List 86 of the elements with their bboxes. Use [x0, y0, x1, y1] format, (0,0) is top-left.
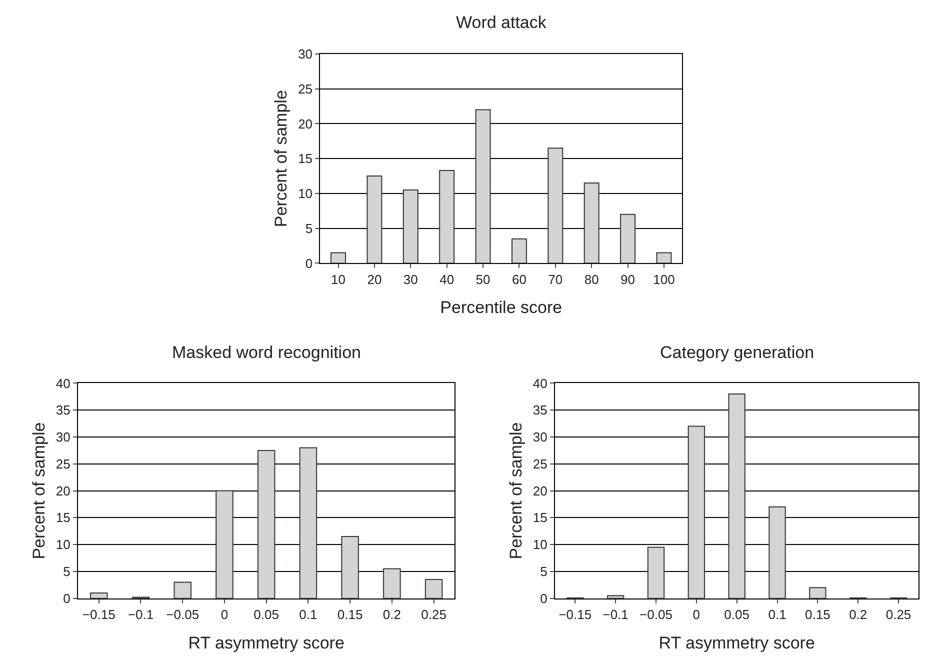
y-tick-label: 20	[532, 483, 548, 498]
x-tick-label: 20	[367, 272, 382, 287]
x-axis-title: Percentile score	[440, 298, 562, 318]
bar	[424, 579, 443, 598]
x-tick-label: 50	[476, 272, 490, 287]
bar	[366, 176, 382, 264]
x-axis-title: RT asymmetry score	[658, 633, 815, 652]
x-tick-label: 0.05	[724, 606, 750, 622]
bar	[511, 238, 527, 264]
bar	[216, 490, 234, 598]
x-tick-label: 0.2	[849, 606, 868, 622]
y-axis-title: Percent of sample	[29, 422, 48, 560]
y-tick-label: 30	[298, 46, 313, 62]
bar	[299, 447, 318, 598]
bar	[439, 170, 455, 264]
y-tick-label: 10	[532, 537, 548, 552]
x-tick-label: 40	[440, 272, 454, 287]
x-tick-label: −0.1	[602, 606, 628, 622]
y-tick-label: 5	[63, 564, 70, 580]
y-tick-label: 10	[56, 537, 70, 552]
x-tick-label: −0.05	[166, 606, 200, 622]
x-tick-label: 0.2	[382, 606, 401, 622]
y-tick-label: 15	[532, 510, 548, 526]
y-tick-label: 5	[305, 220, 313, 236]
x-tick-label: 0.1	[768, 606, 786, 622]
y-tick-label: 35	[532, 402, 548, 418]
y-tick-label: 25	[298, 81, 313, 96]
y-tick-label: 20	[298, 116, 313, 132]
y-tick-label: 20	[56, 483, 70, 498]
bar	[647, 546, 665, 598]
bar	[768, 506, 786, 598]
x-tick-label: −0.15	[82, 606, 116, 622]
y-tick-label: 15	[298, 151, 313, 166]
x-tick-label: 0.25	[886, 606, 912, 622]
y-tick-label: 25	[56, 456, 70, 472]
y-tick-label: 10	[298, 186, 313, 202]
y-tick-label: 30	[56, 430, 70, 445]
y-tick-label: 0	[63, 590, 70, 606]
bar	[257, 450, 276, 598]
x-tick-label: −0.05	[640, 606, 672, 622]
bar	[728, 393, 746, 598]
bar	[341, 536, 359, 598]
x-tick-label: 0.15	[337, 606, 363, 622]
x-axis-title: RT asymmetry score	[188, 633, 344, 652]
x-tick-label: 0.1	[299, 606, 318, 622]
y-tick-label: 15	[56, 510, 70, 526]
bar	[90, 592, 108, 598]
x-tick-label: 100	[653, 272, 675, 287]
y-tick-label: 40	[532, 376, 548, 391]
x-tick-label: 0.25	[421, 606, 446, 622]
x-tick-label: 80	[584, 272, 599, 287]
x-tick-label: −0.15	[558, 606, 592, 622]
bar	[475, 109, 491, 264]
chart-title: Category generation	[660, 343, 814, 362]
bar	[656, 252, 672, 264]
chart-title: Word attack	[456, 13, 547, 32]
x-tick-label: 60	[512, 272, 526, 287]
bar	[383, 568, 401, 598]
bar	[584, 182, 600, 264]
y-tick-label: 25	[532, 456, 548, 472]
y-tick-label: 0	[305, 256, 313, 271]
x-tick-label: 0	[692, 606, 700, 622]
bar	[548, 148, 564, 264]
x-tick-label: −0.1	[128, 606, 154, 622]
bar	[809, 587, 826, 598]
y-tick-label: 35	[56, 402, 70, 418]
y-axis-title: Percent of sample	[272, 90, 291, 228]
x-tick-label: 10	[331, 272, 346, 287]
x-tick-label: 90	[620, 272, 636, 287]
bar	[330, 252, 346, 264]
y-axis-title: Percent of sample	[506, 422, 526, 560]
x-tick-label: 0	[220, 606, 228, 622]
bar	[402, 189, 418, 264]
y-tick-label: 30	[532, 430, 548, 445]
bar	[688, 426, 705, 598]
x-tick-label: 30	[403, 272, 418, 287]
y-tick-label: 0	[540, 590, 548, 606]
chart-title: Masked word recognition	[172, 343, 361, 362]
x-tick-label: 0.15	[805, 606, 830, 622]
bar	[620, 214, 636, 264]
x-tick-label: 70	[548, 272, 563, 287]
bar	[174, 582, 192, 598]
bar	[606, 595, 624, 598]
y-tick-label: 5	[540, 564, 548, 580]
y-tick-label: 40	[56, 376, 70, 391]
x-tick-label: 0.05	[254, 606, 279, 622]
